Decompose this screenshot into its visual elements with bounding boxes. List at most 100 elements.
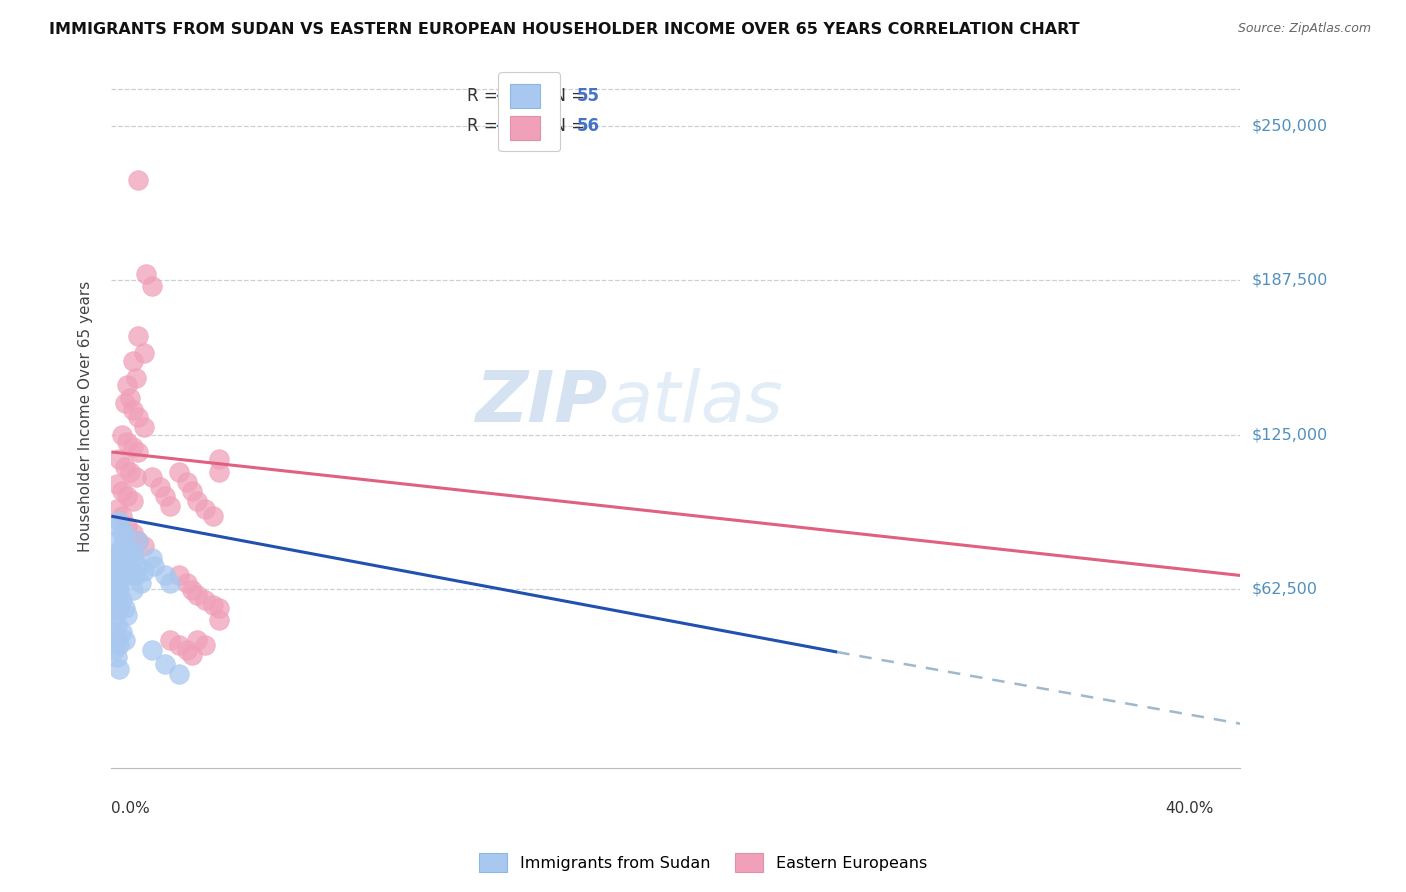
Text: $125,000: $125,000: [1251, 427, 1329, 442]
Point: [153, 657, 176, 672]
Point: [124, 371, 146, 385]
Point: [153, 568, 176, 582]
Point: [108, 568, 131, 582]
Point: [186, 494, 208, 508]
Text: IMMIGRANTS FROM SUDAN VS EASTERN EUROPEAN HOUSEHOLDER INCOME OVER 65 YEARS CORRE: IMMIGRANTS FROM SUDAN VS EASTERN EUROPEA…: [49, 22, 1080, 37]
Point: [141, 469, 163, 483]
Point: [105, 650, 128, 665]
Point: [121, 353, 143, 368]
Point: [208, 452, 231, 467]
Point: [103, 600, 125, 615]
Point: [208, 613, 231, 627]
Point: [120, 568, 142, 582]
Point: [121, 526, 143, 541]
Point: [132, 564, 155, 578]
Text: R =: R =: [467, 117, 503, 135]
Text: R =: R =: [467, 87, 503, 104]
Point: [202, 509, 225, 524]
Text: -0.277: -0.277: [495, 87, 555, 104]
Point: [105, 551, 128, 566]
Point: [121, 551, 143, 566]
Point: [135, 267, 157, 281]
Point: [124, 469, 146, 483]
Point: [108, 583, 131, 598]
Text: 55: 55: [576, 87, 599, 104]
Point: [176, 475, 198, 489]
Point: [159, 632, 181, 647]
Point: [149, 479, 172, 493]
Text: N =: N =: [543, 87, 591, 104]
Point: [120, 465, 142, 479]
Text: $187,500: $187,500: [1251, 273, 1329, 288]
Point: [105, 477, 128, 491]
Point: [103, 588, 125, 602]
Point: [181, 484, 204, 499]
Text: 40.0%: 40.0%: [1166, 801, 1213, 815]
Point: [194, 501, 217, 516]
Point: [181, 583, 204, 598]
Point: [108, 600, 131, 615]
Point: [132, 346, 155, 360]
Text: Source: ZipAtlas.com: Source: ZipAtlas.com: [1237, 22, 1371, 36]
Point: [167, 568, 190, 582]
Point: [105, 501, 128, 516]
Point: [114, 543, 136, 558]
Point: [132, 539, 155, 553]
Point: [111, 526, 134, 541]
Point: [121, 543, 143, 558]
Point: [167, 465, 190, 479]
Point: [111, 625, 134, 640]
Point: [111, 427, 134, 442]
Point: [186, 588, 208, 602]
Point: [176, 575, 198, 590]
Point: [159, 500, 181, 514]
Point: [208, 465, 231, 479]
Point: [159, 575, 181, 590]
Legend: , : ,: [498, 72, 560, 152]
Point: [121, 440, 143, 454]
Point: [111, 484, 134, 499]
Point: [103, 642, 125, 657]
Point: [186, 632, 208, 647]
Text: atlas: atlas: [609, 368, 783, 436]
Point: [121, 494, 143, 508]
Point: [121, 583, 143, 598]
Point: [117, 607, 139, 622]
Text: N =: N =: [543, 117, 591, 135]
Point: [167, 638, 190, 652]
Text: -0.219: -0.219: [495, 117, 555, 135]
Point: [141, 279, 163, 293]
Point: [111, 593, 134, 607]
Point: [108, 638, 131, 652]
Point: [108, 558, 131, 573]
Point: [117, 543, 139, 558]
Point: [105, 558, 128, 573]
Point: [202, 598, 225, 612]
Point: [111, 539, 134, 553]
Point: [117, 378, 139, 392]
Text: $62,500: $62,500: [1251, 582, 1317, 597]
Point: [127, 445, 149, 459]
Point: [120, 564, 142, 578]
Point: [108, 543, 131, 558]
Point: [176, 642, 198, 657]
Point: [117, 490, 139, 504]
Y-axis label: Householder Income Over 65 years: Householder Income Over 65 years: [79, 280, 93, 552]
Point: [141, 642, 163, 657]
Point: [153, 490, 176, 504]
Point: [127, 410, 149, 425]
Point: [114, 459, 136, 474]
Point: [103, 625, 125, 640]
Point: [114, 632, 136, 647]
Point: [105, 618, 128, 632]
Text: $250,000: $250,000: [1251, 119, 1327, 133]
Text: 56: 56: [576, 117, 599, 135]
Point: [167, 667, 190, 681]
Point: [103, 607, 125, 622]
Point: [117, 435, 139, 450]
Point: [127, 173, 149, 187]
Point: [181, 648, 204, 662]
Point: [208, 600, 231, 615]
Text: 0.0%: 0.0%: [111, 801, 150, 815]
Point: [105, 519, 128, 533]
